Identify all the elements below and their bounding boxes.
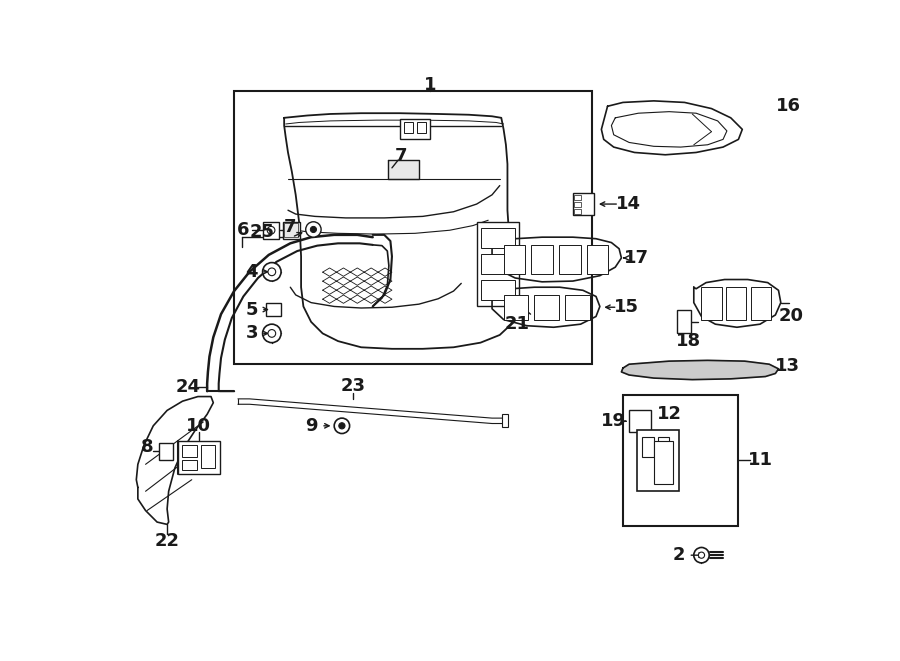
- Text: 6: 6: [237, 221, 249, 239]
- Bar: [643, 438, 653, 457]
- Bar: [629, 410, 651, 432]
- Bar: [658, 438, 669, 457]
- Bar: [565, 295, 590, 319]
- Text: 17: 17: [624, 249, 649, 267]
- Text: 14: 14: [616, 195, 641, 213]
- Bar: [477, 222, 519, 307]
- Bar: [481, 254, 515, 274]
- Text: 9: 9: [306, 417, 318, 435]
- Bar: [677, 310, 690, 333]
- Bar: [178, 442, 220, 473]
- Circle shape: [263, 324, 281, 342]
- Bar: [481, 228, 515, 248]
- Text: 7: 7: [284, 218, 297, 236]
- Bar: [535, 295, 559, 319]
- Text: 5: 5: [246, 301, 258, 319]
- Text: 1: 1: [424, 77, 436, 95]
- Text: 7: 7: [395, 147, 408, 165]
- Circle shape: [268, 268, 275, 276]
- Bar: [201, 445, 215, 468]
- Circle shape: [694, 547, 709, 563]
- Circle shape: [698, 552, 705, 559]
- Bar: [182, 445, 197, 457]
- Text: 25: 25: [250, 223, 275, 241]
- Circle shape: [306, 222, 321, 237]
- Bar: [502, 414, 508, 428]
- Circle shape: [268, 330, 275, 337]
- Text: 4: 4: [246, 263, 258, 281]
- Text: 22: 22: [155, 532, 180, 551]
- Bar: [653, 442, 673, 484]
- Bar: [574, 202, 580, 207]
- Bar: [751, 288, 770, 319]
- Bar: [504, 295, 528, 319]
- Bar: [182, 461, 197, 470]
- Bar: [264, 222, 279, 239]
- Text: 15: 15: [615, 298, 639, 316]
- Text: 10: 10: [186, 417, 211, 435]
- Circle shape: [310, 226, 317, 233]
- Bar: [574, 195, 580, 200]
- Text: 12: 12: [657, 405, 681, 423]
- Text: 18: 18: [676, 332, 701, 350]
- Bar: [234, 91, 592, 364]
- Bar: [637, 430, 680, 491]
- Text: 8: 8: [140, 438, 153, 456]
- Bar: [587, 245, 608, 274]
- Circle shape: [338, 423, 345, 429]
- Text: 23: 23: [341, 377, 366, 395]
- Bar: [283, 222, 300, 239]
- Bar: [400, 120, 430, 139]
- Circle shape: [334, 418, 349, 434]
- Bar: [701, 288, 722, 319]
- Bar: [266, 303, 281, 317]
- Bar: [403, 122, 413, 134]
- Bar: [559, 245, 580, 274]
- Text: 11: 11: [748, 451, 772, 469]
- Text: 3: 3: [246, 325, 258, 342]
- Text: 21: 21: [504, 315, 529, 333]
- Bar: [623, 395, 738, 526]
- Bar: [417, 122, 426, 134]
- Bar: [284, 223, 298, 237]
- Bar: [573, 193, 595, 215]
- Polygon shape: [388, 160, 418, 179]
- Text: 19: 19: [601, 412, 626, 430]
- Bar: [159, 443, 174, 459]
- Text: 24: 24: [176, 378, 201, 397]
- Bar: [531, 245, 553, 274]
- Bar: [504, 245, 526, 274]
- Bar: [574, 209, 580, 214]
- Text: 13: 13: [775, 357, 799, 375]
- Text: 16: 16: [776, 97, 801, 115]
- Circle shape: [263, 262, 281, 281]
- Bar: [481, 280, 515, 300]
- Text: 20: 20: [778, 307, 804, 325]
- Text: 2: 2: [672, 546, 685, 564]
- Bar: [726, 288, 746, 319]
- Polygon shape: [621, 360, 778, 379]
